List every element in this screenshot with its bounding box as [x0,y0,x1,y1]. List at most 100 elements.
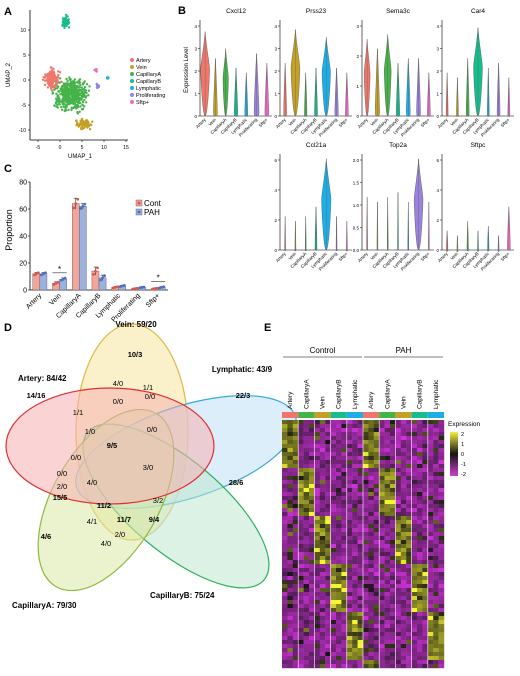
heatmap-cell [406,424,412,429]
heatmap-cell [341,620,347,625]
heatmap-cell [390,468,396,473]
heatmap-cell [352,484,358,489]
heatmap-cell [373,468,380,473]
heatmap-cell [390,508,396,513]
heatmap-cell [282,480,288,485]
heatmap-cell [411,588,418,593]
heatmap-cell [390,464,396,469]
heatmap-cell [368,664,374,669]
heatmap-cell [287,436,293,441]
heatmap-cell [400,428,407,433]
heatmap-cell [417,620,423,625]
heatmap-cell [384,440,391,445]
heatmap-cell [438,532,445,537]
heatmap-cell [282,572,288,577]
heatmap-cell [438,572,445,577]
heatmap-cell [309,508,315,513]
heatmap-cell [298,428,304,433]
heatmap-cell [319,504,326,509]
heatmap-cell [427,604,434,609]
heatmap-cell [352,544,358,549]
heatmap-cell [330,556,337,561]
heatmap-cell [352,608,358,613]
heatmap-cell [287,608,293,613]
umap-cell-dot [78,81,82,84]
heatmap-cell [379,520,385,525]
heatmap-cell [363,652,369,657]
umap-xtick-label: 15 [123,145,129,151]
heatmap-cell [282,604,288,609]
heatmap-cell [303,584,310,589]
umap-cell-dot [49,87,53,90]
heatmap-cell [346,608,353,613]
heatmap-cell [438,536,445,541]
heatmap-cell [309,536,315,541]
heatmap-cell [363,448,369,453]
heatmap-cell [417,500,423,505]
heatmap-cell [433,580,439,585]
heatmap-cell [336,420,342,425]
heatmap-cell [411,476,418,481]
heatmap-cell [352,472,358,477]
heatmap-cell [357,540,364,545]
heatmap-cell [352,508,358,513]
heatmap-cell [314,456,320,461]
heatmap-cell [292,436,299,441]
heatmap-cell [368,424,374,429]
heatmap-cell [346,624,353,629]
heatmap-cell [411,420,418,425]
violin-ytick-label: 0 [274,248,277,253]
heatmap-cell [417,596,423,601]
heatmap-cell [309,660,315,665]
heatmap-cell [373,532,380,537]
heatmap-cell [433,456,439,461]
umap-cell-dot [79,127,83,130]
heatmap-cell [373,556,380,561]
venn-region-count: 10/3 [128,350,143,359]
heatmap-cell [325,432,331,437]
heatmap-cell [411,564,418,569]
heatmap-cell [309,592,315,597]
heatmap-cell [357,484,364,489]
heatmap-cell [438,628,445,633]
heatmap-cell [411,556,418,561]
heatmap-cell [282,616,288,621]
heatmap-cell [438,488,445,493]
heatmap-cell [368,540,374,545]
heatmap-cell [379,644,385,649]
heatmap-cell [292,644,299,649]
heatmap-cell [292,480,299,485]
heatmap-cell [303,420,310,425]
heatmap-cell [433,648,439,653]
heatmap-cell [325,460,331,465]
heatmap-cell [379,468,385,473]
heatmap-cell [346,652,353,657]
heatmap-cell [373,624,380,629]
heatmap-cell [314,464,320,469]
heatmap-cell [395,656,401,661]
heatmap-cell [282,556,288,561]
violin-gene-title: Car4 [471,8,485,15]
heatmap-cell [352,656,358,661]
heatmap-cell [341,552,347,557]
heatmap-cell [298,652,304,657]
heatmap-cell [287,520,293,525]
umap-cell-dot [83,93,86,97]
heatmap-cell [303,500,310,505]
heatmap-cell [325,580,331,585]
heatmap-cell [368,528,374,533]
heatmap-cell [422,572,428,577]
umap-cell-dot [64,21,68,24]
heatmap-cell [341,492,347,497]
heatmap-cell [406,536,412,541]
heatmap-cell [303,576,310,581]
heatmap-cell [325,560,331,565]
heatmap-cell [417,656,423,661]
heatmap-cell [433,536,439,541]
heatmap-cell [292,440,299,445]
heatmap-cell [417,484,423,489]
heatmap-cell [341,460,347,465]
bar-cont-artery [32,273,41,291]
heatmap-cell [314,632,320,637]
heatmap-cell [346,520,353,525]
